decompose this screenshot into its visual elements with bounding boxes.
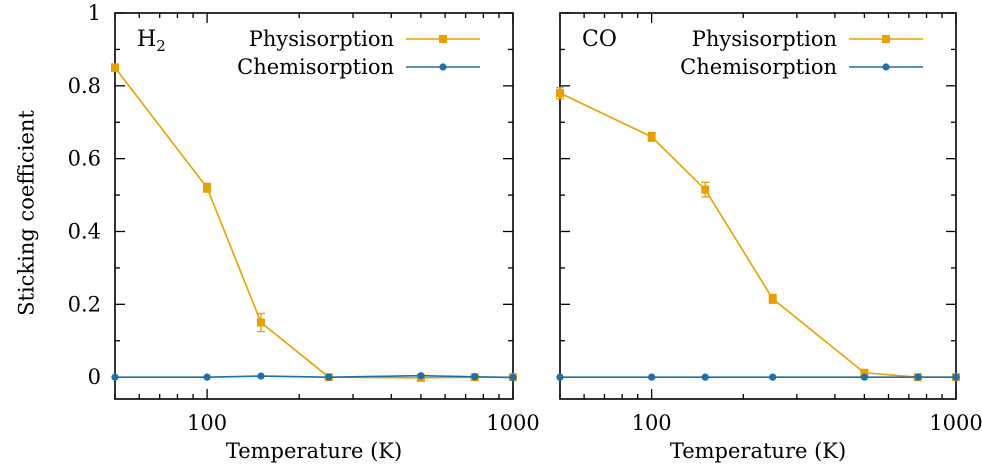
data-point (111, 373, 119, 381)
series-physisorption (111, 63, 517, 382)
data-point (952, 373, 960, 381)
x-axis-title: Temperature (K) (226, 439, 402, 463)
y-tick-label: 0 (88, 365, 101, 389)
data-point (556, 89, 564, 98)
y-tick-label: 0.4 (68, 219, 101, 243)
data-point (417, 372, 425, 380)
x-tick-label: 100 (187, 411, 227, 435)
data-point (648, 373, 656, 381)
data-point (203, 183, 212, 192)
data-point (860, 373, 868, 381)
series-line (114, 67, 513, 379)
legend-swatch-marker (439, 63, 447, 71)
data-point (325, 373, 333, 381)
legend-label: Chemisorption (680, 55, 837, 79)
plot-frame (114, 12, 514, 400)
legend-label: Chemisorption (237, 55, 394, 79)
y-tick-label: 0.6 (68, 147, 101, 171)
panel-label-main: CO (582, 27, 617, 52)
data-point (860, 368, 869, 377)
data-point (769, 373, 777, 381)
data-point (701, 373, 709, 381)
series-chemisorption (111, 372, 517, 382)
panel-label-subscript: 2 (156, 37, 166, 55)
data-point (471, 373, 479, 381)
data-point (768, 294, 777, 303)
y-tick-label: 1 (88, 1, 101, 25)
data-point (111, 63, 119, 72)
x-tick-label: 1000 (929, 411, 982, 435)
x-tick-label: 1000 (486, 411, 539, 435)
legend-swatch-marker (882, 63, 890, 71)
legend-label: Physisorption (249, 27, 394, 51)
series-chemisorption (556, 373, 960, 381)
data-point (256, 318, 265, 327)
data-point (257, 372, 265, 380)
plot-frame (559, 12, 957, 400)
y-axis-title: Sticking coefficient (15, 110, 39, 316)
panel-label: CO (582, 27, 617, 52)
data-point (647, 132, 656, 141)
chart-panel-2: 100 1000 Temperature (K) Physisorption Chemi… (556, 12, 982, 463)
data-point (914, 373, 922, 381)
chart-panel-1: 100 1000 0 0.2 0.4 0.6 0.8 1 Temperature (K) Phys… (68, 1, 540, 463)
data-point (701, 185, 710, 194)
y-tick-label: 0.8 (68, 74, 101, 98)
data-point (203, 373, 211, 381)
y-tick-label: 0.2 (68, 292, 101, 316)
legend-swatch-marker (439, 35, 447, 43)
series-line (559, 92, 956, 378)
x-tick-label: 100 (632, 411, 672, 435)
legend-label: Physisorption (692, 27, 837, 51)
series-physisorption (556, 87, 960, 382)
data-point (509, 373, 517, 382)
data-point (556, 373, 564, 381)
panel-label-main: H (137, 27, 156, 52)
panel-label: H2 (137, 27, 166, 55)
legend-swatch-marker (882, 35, 890, 43)
x-axis-title: Temperature (K) (670, 439, 846, 463)
